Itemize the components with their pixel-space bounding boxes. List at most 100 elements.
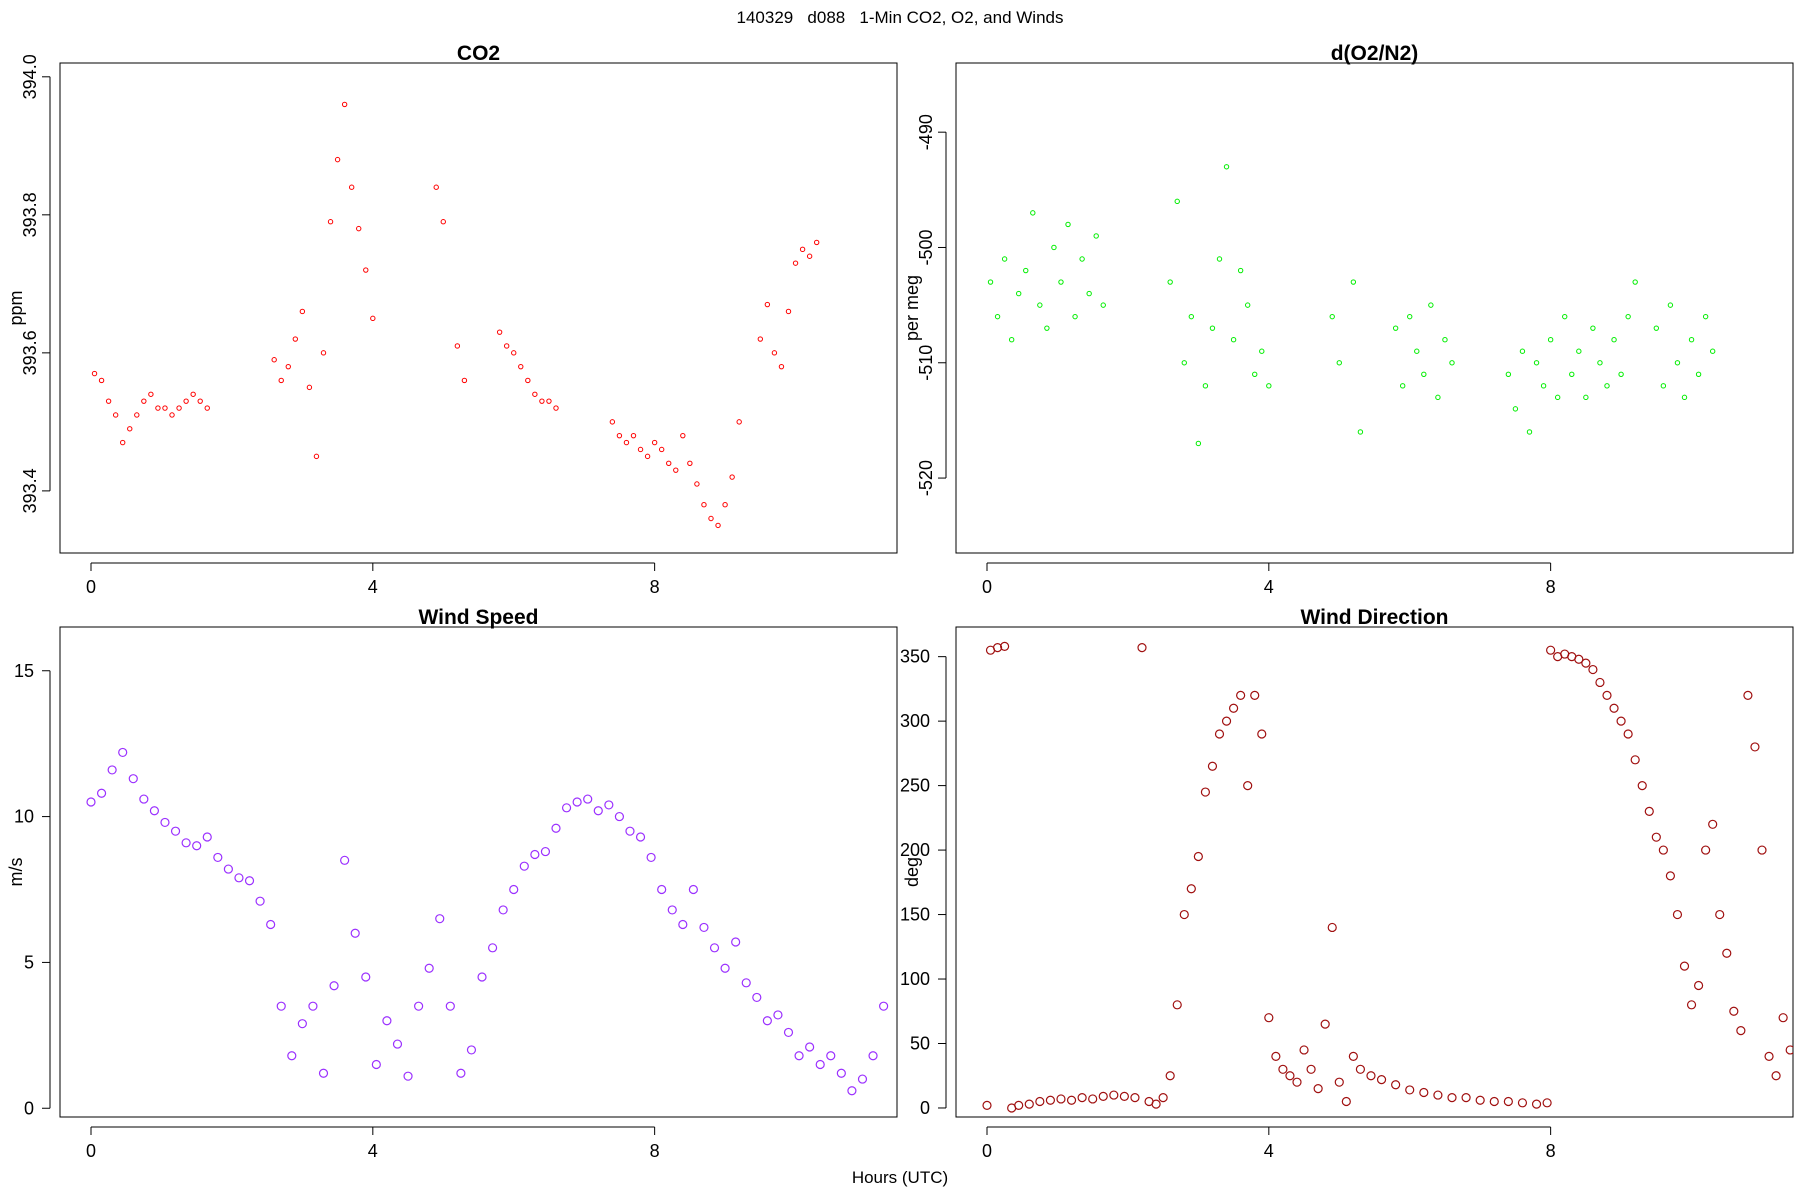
data-point xyxy=(1221,716,1232,726)
data-point xyxy=(519,861,529,871)
data-point xyxy=(1554,394,1561,401)
data-point xyxy=(120,439,126,446)
data-point xyxy=(1037,302,1043,308)
data-point xyxy=(593,806,603,816)
data-point xyxy=(1079,256,1085,262)
data-point xyxy=(1597,360,1603,366)
data-point xyxy=(709,943,720,953)
data-point xyxy=(306,384,313,391)
data-point xyxy=(1505,371,1512,377)
data-point xyxy=(456,1068,466,1078)
data-point xyxy=(1407,313,1413,320)
data-point xyxy=(334,156,341,163)
panel-wind-speed: Wind Speed 0 4 8 0 5 10 15 m/s xyxy=(6,606,898,1161)
x-tick-label: 8 xyxy=(1546,1141,1556,1161)
data-point xyxy=(496,329,503,335)
x-tick-label: 4 xyxy=(1264,577,1274,597)
data-point xyxy=(815,1059,825,1070)
data-point xyxy=(509,884,519,895)
data-point xyxy=(736,419,742,425)
data-point xyxy=(792,260,799,266)
data-point xyxy=(561,803,572,813)
shared-x-axis-label: Hours (UTC) xyxy=(851,1168,949,1187)
y-tick-label: 50 xyxy=(910,1034,930,1054)
data-point xyxy=(190,391,196,397)
data-point xyxy=(1257,729,1267,739)
data-point xyxy=(813,239,820,246)
data-point xyxy=(276,1001,286,1011)
data-point xyxy=(440,219,446,225)
data-point xyxy=(1130,1093,1140,1103)
data-point xyxy=(1609,703,1619,713)
data-point xyxy=(1237,267,1244,274)
data-point xyxy=(1264,1013,1274,1023)
data-point xyxy=(539,398,545,404)
data-point xyxy=(127,426,133,432)
data-point xyxy=(266,919,276,930)
data-point xyxy=(183,398,189,404)
data-point xyxy=(1660,383,1667,389)
y-tick-label: 393.6 xyxy=(20,330,40,375)
data-point xyxy=(757,336,764,342)
plot-frame xyxy=(59,62,898,554)
data-point xyxy=(350,928,360,938)
data-point xyxy=(1195,440,1202,447)
data-point xyxy=(1336,360,1342,366)
data-point xyxy=(1679,961,1690,971)
data-point xyxy=(658,446,665,453)
data-point xyxy=(994,313,1001,320)
data-point xyxy=(318,1068,329,1078)
data-point xyxy=(630,432,637,439)
figure-title: 140329 d088 1-Min CO2, O2, and Winds xyxy=(736,8,1064,27)
data-point xyxy=(1058,279,1064,285)
data-point xyxy=(1065,221,1071,228)
data-point xyxy=(764,301,771,308)
plot-frame xyxy=(59,626,898,1118)
data-point xyxy=(223,864,233,874)
data-point xyxy=(1151,1099,1161,1109)
data-point xyxy=(826,1051,836,1061)
data-point xyxy=(868,1051,878,1061)
data-point xyxy=(98,377,105,384)
data-point xyxy=(1651,832,1661,842)
data-point xyxy=(778,363,785,370)
data-point xyxy=(688,884,698,895)
y-tick-label: 0 xyxy=(920,1098,930,1118)
data-point xyxy=(1252,371,1258,377)
data-point xyxy=(657,884,667,895)
data-point xyxy=(1433,1090,1443,1100)
data-point xyxy=(1285,1071,1295,1081)
data-point xyxy=(651,439,658,446)
y-tick-label: 393.8 xyxy=(20,192,40,237)
y-axis-label: deg xyxy=(902,857,922,887)
data-point xyxy=(1077,1093,1087,1103)
data-point xyxy=(1644,806,1654,816)
y-tick-label: 10 xyxy=(14,807,34,827)
data-point xyxy=(1405,1085,1415,1095)
data-point xyxy=(503,343,510,349)
data-point xyxy=(329,981,339,991)
data-point xyxy=(370,315,376,322)
data-point xyxy=(435,914,445,924)
data-point xyxy=(546,398,552,404)
data-point xyxy=(445,1001,455,1011)
data-point xyxy=(1186,884,1196,894)
data-point xyxy=(1540,383,1547,389)
data-point xyxy=(729,474,735,480)
data-point xyxy=(805,1042,815,1052)
data-point xyxy=(635,832,646,842)
data-point xyxy=(1329,313,1335,320)
data-point xyxy=(197,398,203,404)
data-point xyxy=(1588,664,1598,675)
data-point xyxy=(340,855,350,865)
data-point xyxy=(1072,313,1078,320)
data-point xyxy=(1447,1093,1457,1103)
data-point xyxy=(1179,909,1189,920)
data-point xyxy=(454,343,461,349)
y-tick-label: 5 xyxy=(24,952,34,972)
data-point xyxy=(1066,1095,1077,1105)
data-point xyxy=(1202,383,1209,389)
data-point xyxy=(1243,781,1253,791)
data-point xyxy=(1512,406,1519,412)
